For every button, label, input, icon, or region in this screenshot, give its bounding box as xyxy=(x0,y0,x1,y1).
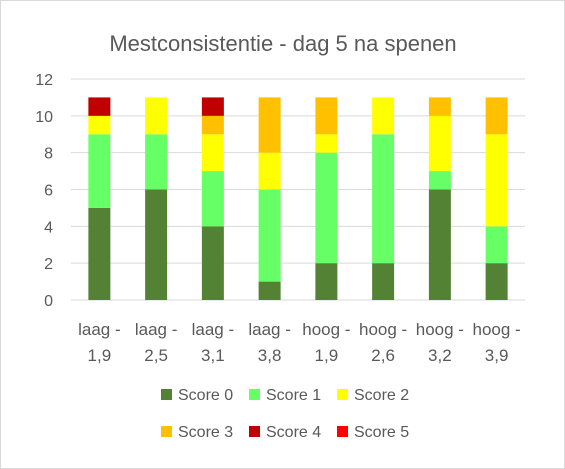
bar-segment xyxy=(258,281,281,300)
bar-segment xyxy=(372,134,395,264)
bar-segment xyxy=(88,207,111,300)
legend-label: Score 3 xyxy=(178,424,233,441)
bar-segment xyxy=(315,97,338,135)
y-tick-label: 12 xyxy=(35,72,53,89)
bar-segment xyxy=(201,171,224,227)
legend: Score 0 Score 1 Score 2 Score 3 Score 4 Score… xyxy=(161,387,409,441)
legend-item: Score 2 xyxy=(337,387,409,404)
y-axis-ticks: 0 2 4 6 8 10 12 xyxy=(35,72,53,310)
bar-segment xyxy=(201,97,224,116)
bar-segment xyxy=(428,97,451,116)
bar-segment xyxy=(88,134,111,208)
bars xyxy=(88,97,508,300)
legend-label: Score 1 xyxy=(266,387,321,404)
bar-segment xyxy=(315,134,338,153)
bar-segment xyxy=(88,115,111,135)
x-tick-label: 1,9 xyxy=(88,346,112,365)
chart-title: Mestconsistentie - dag 5 na spenen xyxy=(109,31,456,56)
bar-segment xyxy=(258,152,281,190)
y-tick-label: 2 xyxy=(44,256,53,273)
bar-segment xyxy=(428,171,451,190)
y-tick-label: 6 xyxy=(44,183,53,200)
x-tick-label: 3,8 xyxy=(258,346,282,365)
legend-swatch xyxy=(249,426,260,437)
x-tick-label: 3,9 xyxy=(485,346,509,365)
x-tick-label: laag - xyxy=(78,320,121,339)
bar-segment xyxy=(201,226,224,300)
legend-label: Score 4 xyxy=(266,424,321,441)
bar-segment xyxy=(485,226,508,264)
bar-segment xyxy=(201,134,224,172)
x-tick-label: 2,6 xyxy=(371,346,395,365)
x-tick-label: hoog - xyxy=(359,320,407,339)
bar-segment xyxy=(428,115,451,172)
legend-label: Score 5 xyxy=(354,424,409,441)
bar-segment xyxy=(485,97,508,135)
legend-item: Score 4 xyxy=(249,424,321,441)
y-tick-label: 4 xyxy=(44,219,53,236)
legend-item: Score 0 xyxy=(161,387,233,404)
bar-segment xyxy=(88,97,111,116)
x-tick-label: laag - xyxy=(248,320,291,339)
legend-swatch xyxy=(337,426,348,437)
bar-segment xyxy=(428,189,451,300)
gridlines xyxy=(71,78,525,301)
bar-segment xyxy=(372,263,395,300)
y-tick-label: 0 xyxy=(44,293,53,310)
x-tick-label: hoog - xyxy=(473,320,521,339)
x-tick-label: 2,5 xyxy=(144,346,168,365)
bar-segment xyxy=(485,134,508,227)
bar-segment xyxy=(485,263,508,300)
bar-segment xyxy=(315,152,338,264)
bar-segment xyxy=(258,97,281,153)
legend-label: Score 0 xyxy=(178,387,233,404)
bar-segment xyxy=(145,189,168,300)
x-tick-label: 3,2 xyxy=(428,346,452,365)
x-tick-label: hoog - xyxy=(302,320,350,339)
x-tick-label: 3,1 xyxy=(201,346,225,365)
bar-segment xyxy=(145,97,168,135)
y-tick-label: 8 xyxy=(44,146,53,163)
bar-segment xyxy=(201,115,224,135)
legend-swatch xyxy=(337,389,348,400)
legend-item: Score 1 xyxy=(249,387,321,404)
x-axis-labels: laag - 1,9 laag - 2,5 laag - 3,1 laag - 3,8 hoog… xyxy=(78,320,521,365)
x-tick-label: hoog - xyxy=(416,320,464,339)
legend-label: Score 2 xyxy=(354,387,409,404)
y-tick-label: 10 xyxy=(35,109,53,126)
bar-segment xyxy=(372,97,395,135)
bar-segment xyxy=(315,263,338,300)
legend-item: Score 3 xyxy=(161,424,233,441)
bar-segment xyxy=(258,189,281,282)
x-tick-label: laag - xyxy=(192,320,235,339)
x-tick-label: 1,9 xyxy=(315,346,339,365)
legend-swatch xyxy=(249,389,260,400)
legend-swatch xyxy=(161,426,172,437)
bar-segment xyxy=(145,134,168,190)
x-tick-label: laag - xyxy=(135,320,178,339)
legend-item: Score 5 xyxy=(337,424,409,441)
legend-swatch xyxy=(161,389,172,400)
